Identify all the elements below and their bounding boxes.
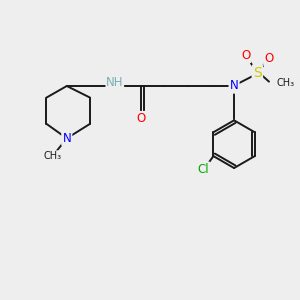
Text: O: O	[136, 112, 146, 125]
Text: NH: NH	[106, 76, 124, 89]
Text: S: S	[253, 66, 262, 80]
Text: CH₃: CH₃	[276, 78, 294, 88]
Text: N: N	[230, 80, 239, 92]
Text: O: O	[241, 49, 250, 62]
Text: CH₃: CH₃	[43, 151, 61, 161]
Text: Cl: Cl	[197, 163, 209, 176]
Text: O: O	[264, 52, 274, 65]
Text: N: N	[62, 132, 71, 145]
